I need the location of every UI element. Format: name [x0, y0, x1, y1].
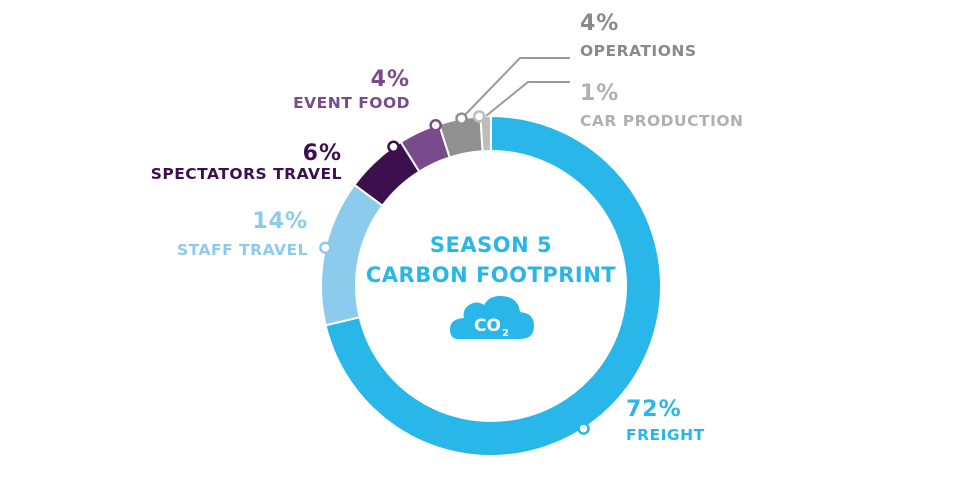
value-label-spectators-travel: 6%: [303, 141, 342, 166]
marker-car-production: [472, 110, 486, 123]
center-title-line-2: CARBON FOOTPRINT: [366, 263, 616, 287]
value-label-event-food: 4%: [371, 67, 410, 92]
category-label-freight: FREIGHT: [626, 426, 705, 444]
value-label-staff-travel: 14%: [252, 209, 308, 234]
marker-freight: [577, 422, 590, 435]
center-title: SEASON 5 CARBON FOOTPRINT: [366, 233, 616, 287]
center-title-line-1: SEASON 5: [430, 233, 552, 257]
value-label-operations: 4%: [580, 11, 619, 36]
co2-cloud-icon: CO 2: [450, 296, 534, 339]
leader-lines-group: [319, 57, 590, 435]
category-label-spectators-travel: SPECTATORS TRAVEL: [151, 165, 342, 183]
slice-freight: [324, 114, 662, 457]
value-label-car-production: 1%: [580, 81, 619, 106]
category-label-staff-travel: STAFF TRAVEL: [177, 241, 308, 259]
leader-line-car-production: [485, 81, 570, 117]
marker-operations: [455, 112, 468, 125]
category-label-car-production: CAR PRODUCTION: [580, 112, 744, 130]
category-label-event-food: EVENT FOOD: [293, 94, 410, 112]
category-label-operations: OPERATIONS: [580, 42, 697, 60]
marker-event-food: [429, 119, 442, 132]
leader-line-operations: [461, 57, 570, 119]
marker-spectators-travel: [387, 140, 400, 153]
labels-group: 72% FREIGHT 14% STAFF TRAVEL 6%SPECTATORS TR…: [151, 11, 744, 444]
slice-staff-travel: [320, 183, 384, 327]
co2-text: CO: [474, 316, 501, 336]
value-label-freight: 72%: [626, 397, 682, 422]
marker-staff-travel: [319, 241, 332, 255]
co2-subscript: 2: [502, 328, 509, 339]
